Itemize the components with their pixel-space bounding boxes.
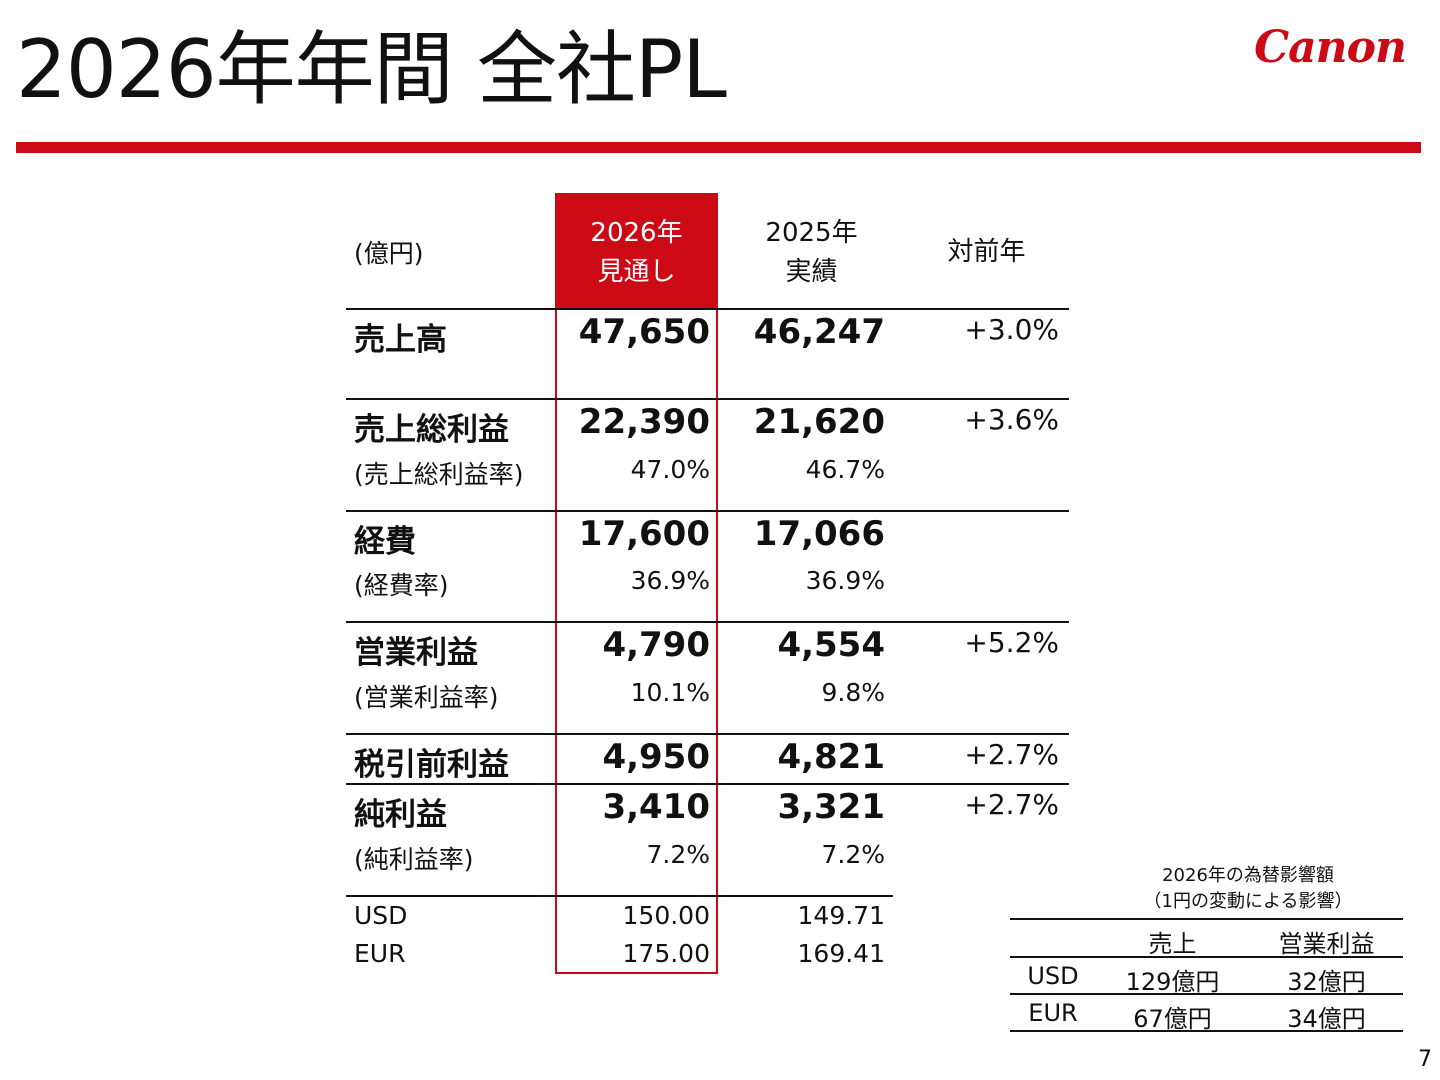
row-label-usd: USD bbox=[354, 901, 408, 930]
sales-actual: 46,247 bbox=[753, 312, 885, 352]
fx-eur-label: EUR bbox=[1028, 999, 1078, 1027]
operating-margin-actual: 9.8% bbox=[821, 678, 885, 707]
row-label-eur: EUR bbox=[354, 939, 406, 968]
header-forecast-label: 見通し bbox=[597, 257, 676, 287]
row-label-net-profit: 純利益 bbox=[354, 797, 447, 833]
fx-table-subtitle: （1円の変動による影響） bbox=[1143, 891, 1353, 912]
table-rule bbox=[346, 621, 1069, 623]
fx-table-rule bbox=[1010, 956, 1403, 958]
sales-forecast: 47,650 bbox=[578, 312, 710, 352]
fx-table-rule bbox=[1010, 993, 1403, 995]
pretax-profit-yoy: +2.7% bbox=[964, 738, 1059, 771]
operating-profit-yoy: +5.2% bbox=[964, 626, 1059, 659]
gross-profit-actual: 21,620 bbox=[753, 402, 885, 442]
net-profit-yoy: +2.7% bbox=[964, 788, 1059, 821]
operating-profit-actual: 4,554 bbox=[777, 625, 885, 665]
fx-usd-operating-profit: 32億円 bbox=[1287, 968, 1366, 996]
row-label-expenses: 経費 bbox=[354, 524, 416, 560]
header-yoy: 対前年 bbox=[947, 237, 1026, 267]
row-label-pretax-profit: 税引前利益 bbox=[354, 747, 509, 783]
canon-logo: Canon bbox=[1254, 22, 1407, 73]
operating-profit-forecast: 4,790 bbox=[602, 625, 710, 665]
row-label-gross-profit: 売上総利益 bbox=[354, 412, 509, 448]
usd-actual: 149.71 bbox=[797, 901, 885, 930]
usd-forecast: 150.00 bbox=[622, 901, 710, 930]
fx-eur-sales: 67億円 bbox=[1133, 1005, 1212, 1033]
gross-margin-forecast: 47.0% bbox=[630, 455, 710, 484]
title-divider bbox=[16, 142, 1421, 153]
fx-usd-label: USD bbox=[1027, 962, 1079, 990]
row-label-gross-margin: (売上総利益率) bbox=[354, 460, 524, 489]
net-profit-actual: 3,321 bbox=[777, 787, 885, 827]
table-rule bbox=[346, 510, 1069, 512]
row-label-net-margin: (純利益率) bbox=[354, 845, 474, 874]
expense-ratio-actual: 36.9% bbox=[805, 566, 885, 595]
operating-margin-forecast: 10.1% bbox=[630, 678, 710, 707]
gross-profit-forecast: 22,390 bbox=[578, 402, 710, 442]
page-number: 7 bbox=[1418, 1047, 1432, 1072]
eur-actual: 169.41 bbox=[797, 939, 885, 968]
fx-usd-sales: 129億円 bbox=[1125, 968, 1220, 996]
table-rule bbox=[346, 733, 1069, 735]
table-rule bbox=[346, 895, 893, 897]
fx-header-operating-profit: 営業利益 bbox=[1278, 930, 1375, 958]
sales-yoy: +3.0% bbox=[964, 313, 1059, 346]
fx-eur-operating-profit: 34億円 bbox=[1287, 1005, 1366, 1033]
fx-table-title: 2026年の為替影響額 bbox=[1162, 865, 1334, 886]
forecast-column-highlight bbox=[555, 193, 718, 974]
expense-ratio-forecast: 36.9% bbox=[630, 566, 710, 595]
gross-profit-yoy: +3.6% bbox=[964, 403, 1059, 436]
row-label-operating-margin: (営業利益率) bbox=[354, 683, 499, 712]
net-profit-forecast: 3,410 bbox=[602, 787, 710, 827]
row-label-expense-ratio: (経費率) bbox=[354, 571, 449, 600]
fx-table-rule bbox=[1010, 1030, 1403, 1032]
pretax-profit-actual: 4,821 bbox=[777, 737, 885, 777]
net-margin-actual: 7.2% bbox=[821, 840, 885, 869]
forecast-header-background bbox=[555, 193, 718, 309]
page-title: 2026年年間 全社PL bbox=[16, 23, 727, 116]
expenses-forecast: 17,600 bbox=[578, 514, 710, 554]
pretax-profit-forecast: 4,950 bbox=[602, 737, 710, 777]
gross-margin-actual: 46.7% bbox=[805, 455, 885, 484]
header-forecast-year: 2026年 bbox=[590, 218, 683, 248]
table-rule bbox=[346, 308, 1069, 310]
row-label-operating-profit: 営業利益 bbox=[354, 635, 478, 671]
table-rule bbox=[346, 783, 1069, 785]
unit-label: (億円) bbox=[354, 239, 424, 268]
net-margin-forecast: 7.2% bbox=[646, 840, 710, 869]
eur-forecast: 175.00 bbox=[622, 939, 710, 968]
header-actual-label: 実績 bbox=[785, 257, 838, 287]
fx-table-rule bbox=[1010, 918, 1403, 920]
header-actual-year: 2025年 bbox=[765, 218, 858, 248]
fx-header-sales: 売上 bbox=[1148, 930, 1197, 958]
expenses-actual: 17,066 bbox=[753, 514, 885, 554]
table-rule bbox=[346, 398, 1069, 400]
row-label-sales: 売上高 bbox=[354, 322, 447, 358]
